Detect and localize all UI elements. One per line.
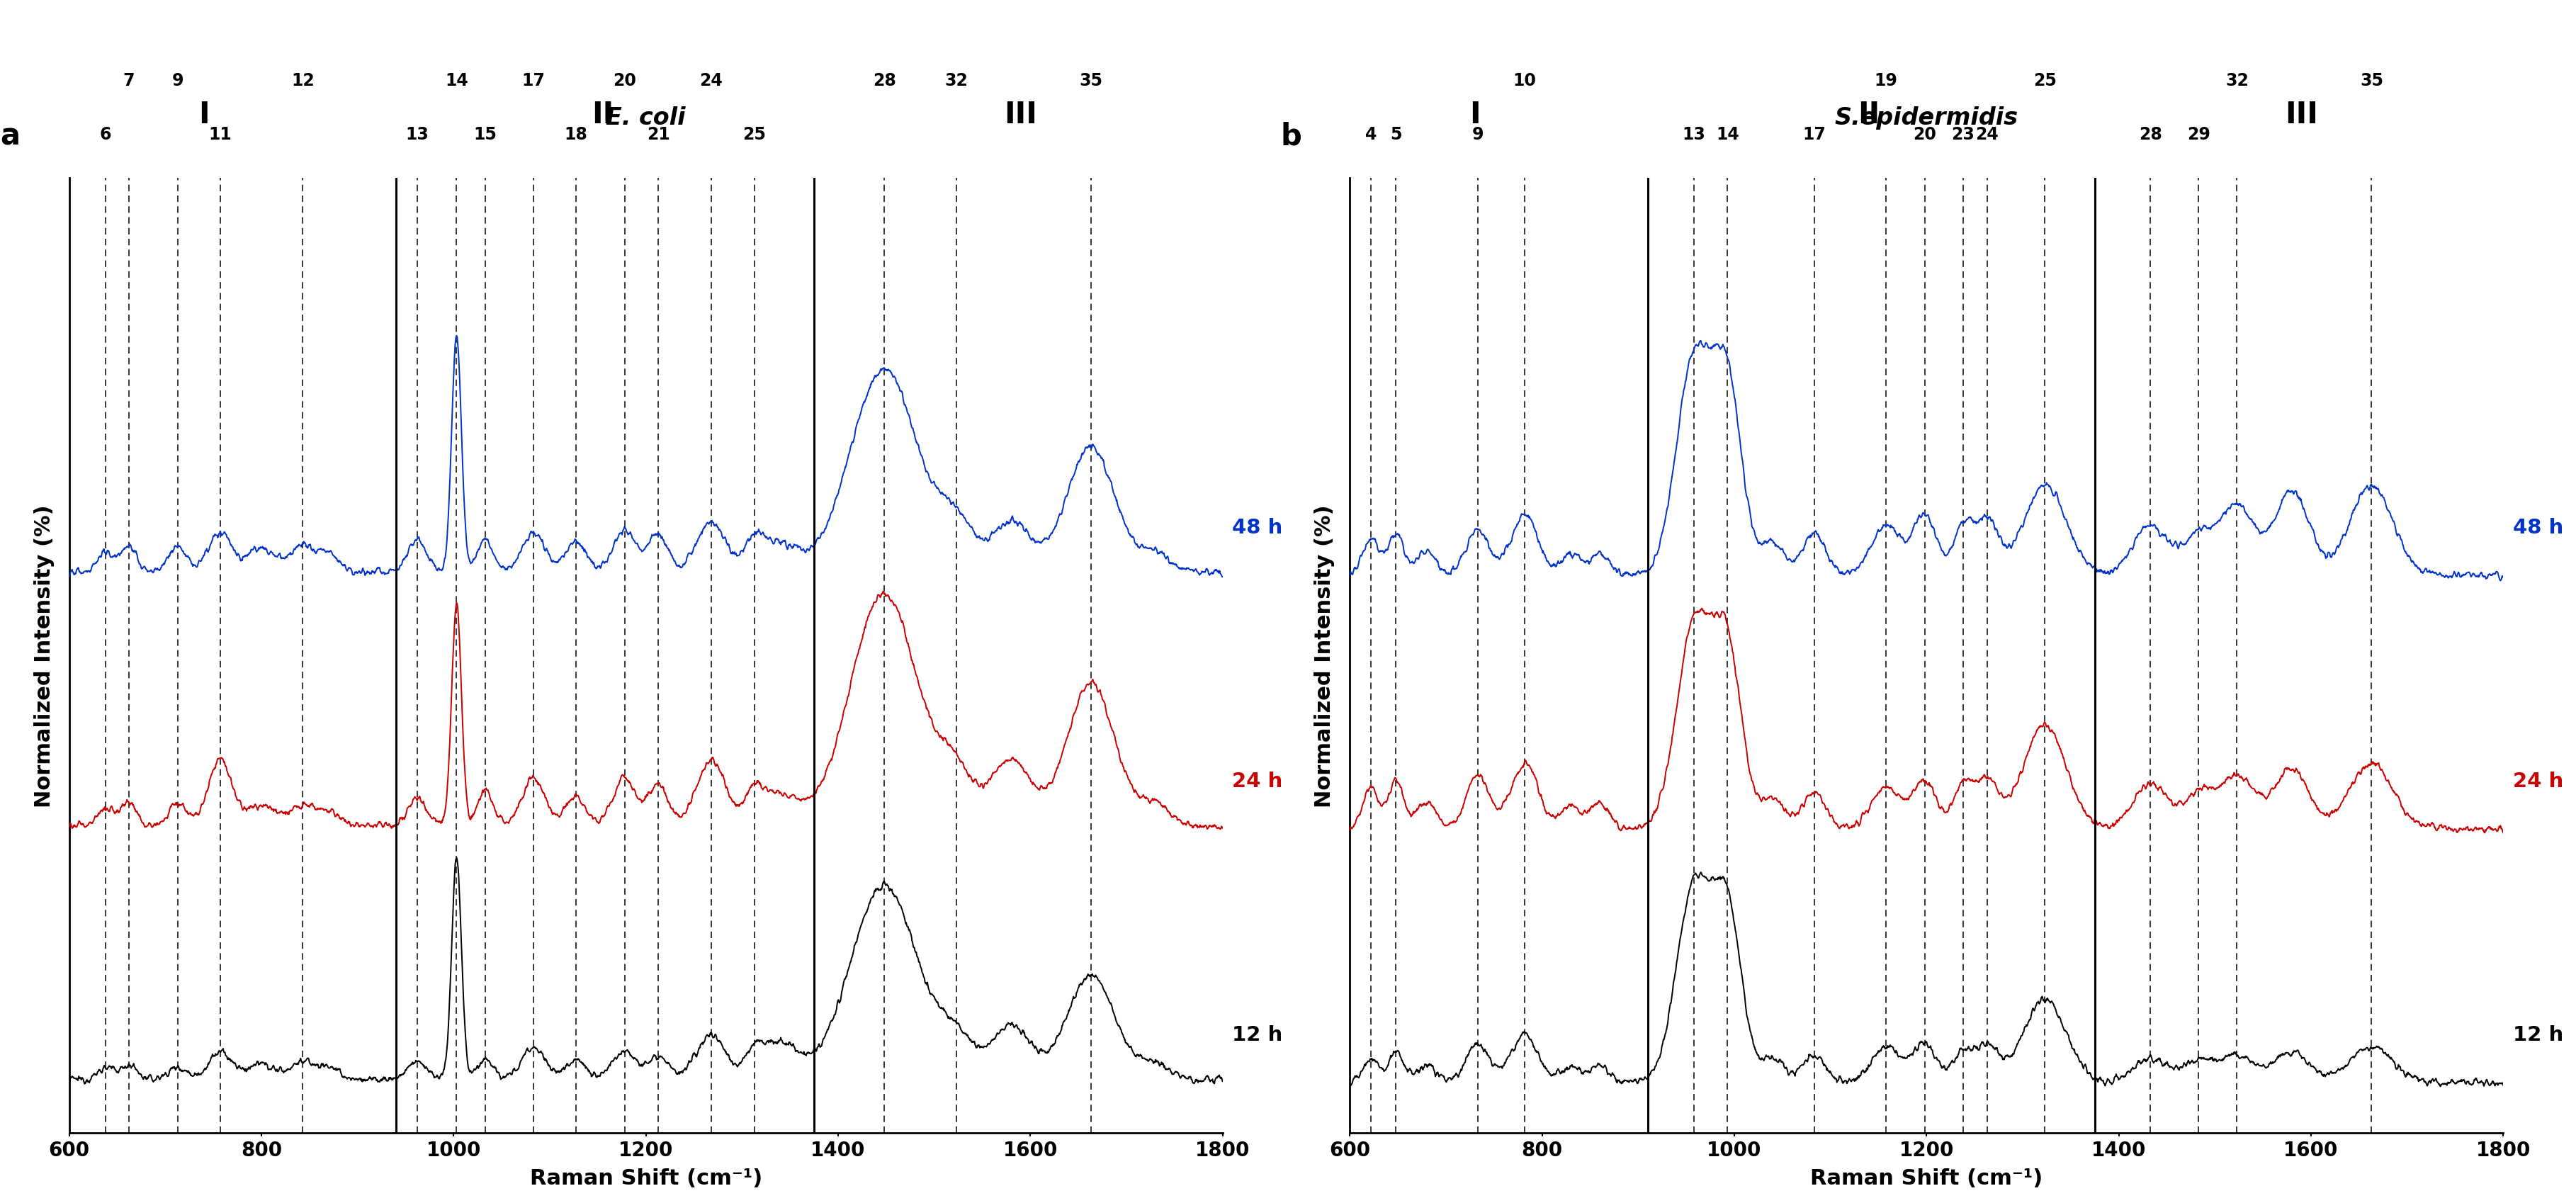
- Text: 32: 32: [2226, 72, 2249, 89]
- Text: I: I: [1468, 100, 1481, 130]
- Text: 14: 14: [446, 72, 469, 89]
- Text: 25: 25: [742, 126, 765, 143]
- Text: III: III: [2285, 100, 2318, 130]
- Text: 48 h: 48 h: [1231, 517, 1283, 538]
- Text: 21: 21: [647, 126, 670, 143]
- Text: 24: 24: [701, 72, 724, 89]
- Text: 17: 17: [523, 72, 546, 89]
- Title: E. coli: E. coli: [605, 106, 685, 130]
- Text: 24 h: 24 h: [1231, 771, 1283, 792]
- Text: 20: 20: [613, 72, 636, 89]
- Text: I: I: [198, 100, 209, 130]
- Text: 10: 10: [1512, 72, 1535, 89]
- Y-axis label: Normalized Intensity (%): Normalized Intensity (%): [33, 504, 54, 807]
- Text: 17: 17: [1803, 126, 1826, 143]
- Text: 12 h: 12 h: [1231, 1025, 1283, 1044]
- Text: 20: 20: [1914, 126, 1937, 143]
- Text: b: b: [1280, 122, 1301, 152]
- Text: 12 h: 12 h: [2512, 1025, 2563, 1044]
- Text: 4: 4: [1365, 126, 1376, 143]
- Text: 24 h: 24 h: [2512, 771, 2563, 792]
- X-axis label: Raman Shift (cm⁻¹): Raman Shift (cm⁻¹): [531, 1168, 762, 1189]
- Text: 28: 28: [873, 72, 896, 89]
- Text: 5: 5: [1391, 126, 1401, 143]
- Text: II: II: [1857, 100, 1880, 130]
- Text: 13: 13: [404, 126, 428, 143]
- Text: 28: 28: [2138, 126, 2161, 143]
- Text: a: a: [0, 122, 21, 152]
- Text: 19: 19: [1875, 72, 1899, 89]
- Text: 48 h: 48 h: [2512, 517, 2563, 538]
- Text: 35: 35: [2360, 72, 2383, 89]
- Text: 13: 13: [1682, 126, 1705, 143]
- Y-axis label: Normalized Intensity (%): Normalized Intensity (%): [1314, 504, 1334, 807]
- Text: 24: 24: [1976, 126, 1999, 143]
- Text: III: III: [1005, 100, 1038, 130]
- Text: 35: 35: [1079, 72, 1103, 89]
- Text: 12: 12: [291, 72, 314, 89]
- Text: 25: 25: [2032, 72, 2056, 89]
- Title: S.epidermidis: S.epidermidis: [1834, 106, 2020, 130]
- Text: 23: 23: [1953, 126, 1976, 143]
- Text: 6: 6: [100, 126, 111, 143]
- X-axis label: Raman Shift (cm⁻¹): Raman Shift (cm⁻¹): [1811, 1168, 2043, 1189]
- Text: 7: 7: [124, 72, 134, 89]
- Text: II: II: [592, 100, 613, 130]
- Text: 29: 29: [2187, 126, 2210, 143]
- Text: 15: 15: [474, 126, 497, 143]
- Text: 14: 14: [1716, 126, 1739, 143]
- Text: 11: 11: [209, 126, 232, 143]
- Text: 9: 9: [173, 72, 183, 89]
- Text: 18: 18: [564, 126, 587, 143]
- Text: 9: 9: [1471, 126, 1484, 143]
- Text: 32: 32: [945, 72, 969, 89]
